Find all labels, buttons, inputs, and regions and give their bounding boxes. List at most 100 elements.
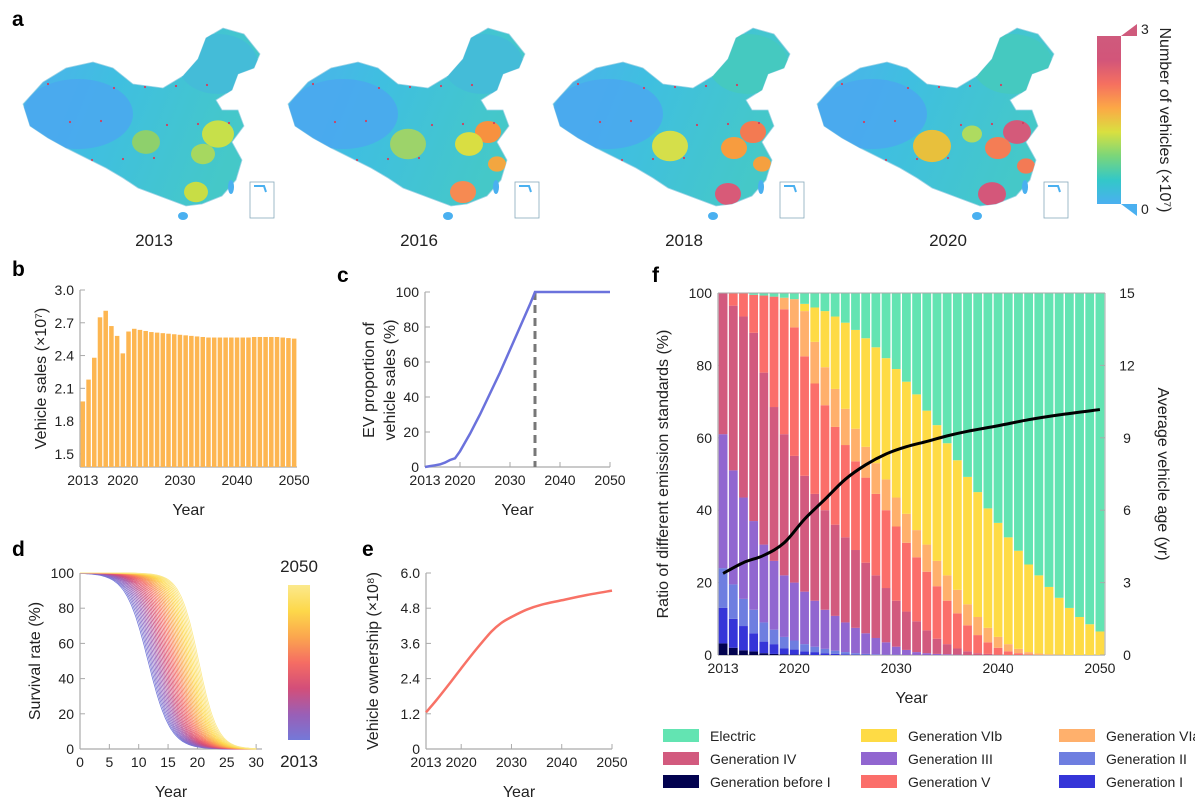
province-region [450,180,476,204]
capital-dot [651,157,655,161]
segment-generation-iii [851,627,860,654]
segment-generation-iii [912,652,921,655]
average-vehicle-age-line [722,408,1101,575]
segment-generation-iii [840,622,850,653]
stacked-bar-2039 [983,293,993,655]
x-tick-label: 2030 [496,754,527,770]
bar-2032 [189,335,194,467]
stacked-bar-2021 [800,293,809,655]
capital-dot [364,119,368,123]
stacked-bar-2014 [728,293,738,655]
segment-generation-v [891,526,901,601]
hainan-island [443,212,453,220]
segment-generation-via [871,463,881,494]
segment-generation-iii [922,653,932,655]
inset-coastline [254,185,267,193]
segment-generation-via [820,367,830,406]
segment-generation-vib [983,508,993,628]
legend-swatch [1059,775,1095,788]
segment-electric [769,293,779,297]
capital-dot [143,85,147,89]
x-tick-label: 5 [105,754,113,770]
segment-generation-vib [800,303,809,312]
segment-generation-before-i [749,651,759,655]
segment-electric [932,293,942,426]
province-region [475,120,501,144]
y-tick-label: 20 [696,575,712,591]
x-tick-label: 2050 [279,472,310,488]
stacked-bar-2045 [1044,293,1054,655]
capital-dot [673,85,677,89]
segment-electric [861,293,871,339]
segment-generation-ii [820,648,830,654]
segment-generation-vib [912,394,921,531]
province-map-2016 [287,27,540,220]
capital-dot [430,123,434,127]
segment-generation-v [963,625,972,652]
survival-curve-2050 [80,572,257,749]
segment-generation-via [932,560,942,587]
bar-2029 [171,334,177,467]
x-tick-label: 2013 [67,472,98,488]
segment-generation-before-i [759,653,769,655]
segment-generation-iv [789,455,799,583]
stacked-bar-2020 [789,293,799,655]
bar-2014 [86,379,91,467]
capital-dot [704,84,708,88]
stacked-bar-2041 [1003,293,1013,655]
segment-generation-iv [749,332,759,522]
capital-dot [90,158,94,162]
segment-generation-iii [759,544,769,623]
stacked-bar-2036 [952,293,962,655]
segment-generation-via [963,604,972,626]
y-tick-label: 3.6 [401,635,421,651]
segment-generation-iii [820,609,830,649]
capital-dot [227,121,231,125]
segment-generation-iii [902,649,911,655]
segment-generation-v [952,613,962,649]
x-axis-label: Year [503,784,536,801]
stacked-bar-2037 [963,293,972,655]
capital-dot [642,86,646,90]
y-tick-label: 100 [51,565,75,581]
segment-generation-vib [1034,575,1044,654]
hainan-island [178,212,188,220]
x-tick-label: 20 [190,754,206,770]
panel-label-a: a [12,8,24,31]
segment-generation-via [861,446,871,478]
segment-generation-via [779,297,789,310]
y-tick-label: 6.0 [401,565,421,581]
stacked-bar-2033 [922,293,932,655]
segment-generation-ii [800,644,809,652]
segment-generation-v [993,647,1003,655]
segment-generation-v [871,493,881,576]
stacked-bar-2026 [851,293,860,655]
segment-generation-i [789,649,799,655]
y-tick-label: 40 [58,671,74,687]
segment-generation-iii [779,575,789,637]
legend-label: Generation IV [710,751,797,767]
segment-generation-via [840,408,850,446]
segment-electric [1064,293,1074,608]
segment-generation-via [993,636,1003,648]
capital-dot [589,159,593,163]
y2-tick-label: 3 [1123,575,1131,591]
segment-generation-v [779,309,789,435]
segment-electric [851,293,860,330]
segment-generation-iii [891,646,901,655]
segment-generation-ii [779,636,789,649]
segment-generation-via [891,497,901,527]
bar-2050 [291,338,297,467]
colorbar-max-triangle [1121,24,1137,36]
segment-generation-v [983,642,993,654]
segment-generation-vib [840,322,850,409]
colorbar-title: Number of vehicles (×10⁷) [1156,28,1173,213]
segment-generation-v [942,600,952,645]
segment-generation-iv [942,644,952,655]
bar-2043 [251,336,257,467]
taiwan-island [1022,180,1028,194]
capital-dot [68,120,72,124]
segment-generation-iv [820,510,830,610]
stacked-bar-2048 [1075,293,1084,655]
x-axis-label: Year [895,690,928,707]
